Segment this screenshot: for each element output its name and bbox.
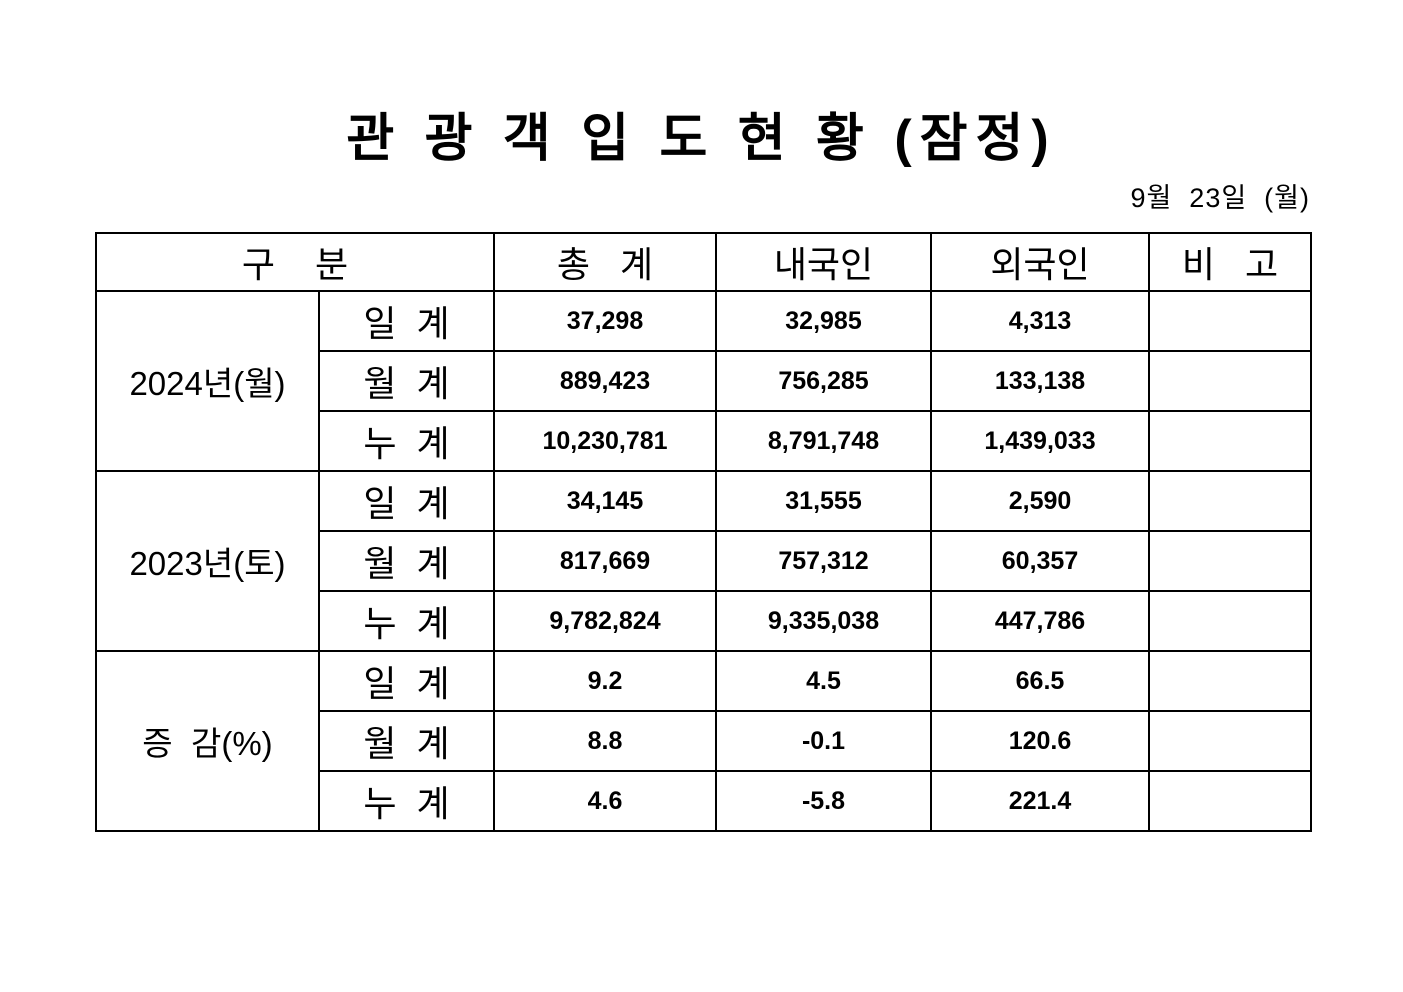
cell-total: 34,145 — [493, 470, 717, 532]
header-category: 구 분 — [95, 232, 495, 292]
cell-total: 8.8 — [493, 710, 717, 772]
cell-domestic: 31,555 — [715, 470, 932, 532]
cell-remarks — [1148, 290, 1312, 352]
table-row: 2024년(월) 일 계 37,298 32,985 4,313 — [95, 290, 1312, 472]
cell-domestic: 4.5 — [715, 650, 932, 712]
cell-remarks — [1148, 710, 1312, 772]
group-label-2023: 2023년(토) — [95, 470, 320, 652]
header-total: 총 계 — [493, 232, 717, 292]
cell-foreign: 120.6 — [930, 710, 1150, 772]
row-label: 월 계 — [318, 530, 495, 592]
cell-total: 9,782,824 — [493, 590, 717, 652]
cell-remarks — [1148, 530, 1312, 592]
cell-domestic: -5.8 — [715, 770, 932, 832]
table-row: 월 계 8.8 -0.1 120.6 — [96, 710, 1312, 772]
cell-total: 889,423 — [493, 350, 717, 412]
row-label: 누 계 — [318, 590, 495, 652]
header-foreign: 외국인 — [930, 232, 1150, 292]
cell-foreign: 60,357 — [930, 530, 1150, 592]
cell-domestic: 9,335,038 — [715, 590, 932, 652]
cell-foreign: 133,138 — [930, 350, 1150, 412]
cell-total: 4.6 — [493, 770, 717, 832]
table-row: 월 계 889,423 756,285 133,138 — [96, 350, 1312, 412]
cell-foreign: 1,439,033 — [930, 410, 1150, 472]
cell-total: 37,298 — [493, 290, 717, 352]
header-domestic: 내국인 — [715, 232, 932, 292]
table-header-row: 구 분 총 계 내국인 외국인 비 고 — [95, 232, 1312, 292]
cell-domestic: -0.1 — [715, 710, 932, 772]
header-remarks: 비 고 — [1148, 232, 1312, 292]
row-label: 일 계 — [318, 470, 495, 532]
cell-remarks — [1148, 350, 1312, 412]
cell-foreign: 66.5 — [930, 650, 1150, 712]
cell-total: 9.2 — [493, 650, 717, 712]
cell-domestic: 32,985 — [715, 290, 932, 352]
cell-foreign: 2,590 — [930, 470, 1150, 532]
cell-remarks — [1148, 590, 1312, 652]
group-label-2024: 2024년(월) — [95, 290, 320, 472]
cell-domestic: 756,285 — [715, 350, 932, 412]
table-row: 누 계 9,782,824 9,335,038 447,786 — [96, 590, 1312, 652]
cell-remarks — [1148, 470, 1312, 532]
row-label: 누 계 — [318, 410, 495, 472]
cell-foreign: 221.4 — [930, 770, 1150, 832]
cell-foreign: 4,313 — [930, 290, 1150, 352]
group-label-change: 증 감(%) — [95, 650, 320, 832]
page-title: 관 광 객 입 도 현 황 (잠정) — [346, 110, 1057, 168]
row-label: 월 계 — [318, 710, 495, 772]
row-label: 월 계 — [318, 350, 495, 412]
cell-total: 817,669 — [493, 530, 717, 592]
row-label: 일 계 — [318, 650, 495, 712]
row-label: 일 계 — [318, 290, 495, 352]
cell-remarks — [1148, 650, 1312, 712]
cell-remarks — [1148, 770, 1312, 832]
table-row: 월 계 817,669 757,312 60,357 — [96, 530, 1312, 592]
cell-remarks — [1148, 410, 1312, 472]
table-row: 증 감(%) 일 계 9.2 4.5 66.5 — [95, 650, 1312, 832]
table-row: 누 계 10,230,781 8,791,748 1,439,033 — [96, 410, 1312, 472]
cell-total: 10,230,781 — [493, 410, 717, 472]
tourist-arrivals-table: 구 분 총 계 내국인 외국인 비 고 2024년(월) 일 계 37,298 … — [95, 232, 1312, 832]
cell-domestic: 8,791,748 — [715, 410, 932, 472]
report-date: 9월 23일 (월) — [1130, 183, 1310, 213]
row-label: 누 계 — [318, 770, 495, 832]
cell-domestic: 757,312 — [715, 530, 932, 592]
table-row: 누 계 4.6 -5.8 221.4 — [96, 770, 1312, 832]
cell-foreign: 447,786 — [930, 590, 1150, 652]
table-row: 2023년(토) 일 계 34,145 31,555 2,590 — [95, 470, 1312, 652]
